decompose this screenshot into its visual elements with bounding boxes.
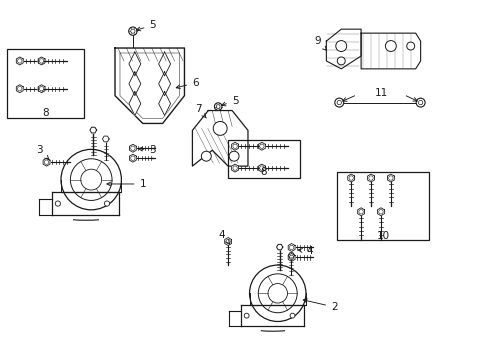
Polygon shape <box>276 244 283 250</box>
Circle shape <box>335 98 343 107</box>
Polygon shape <box>326 29 361 69</box>
Polygon shape <box>102 136 109 142</box>
Circle shape <box>290 313 295 318</box>
Circle shape <box>369 176 373 180</box>
Polygon shape <box>38 57 45 65</box>
Polygon shape <box>358 208 365 216</box>
Text: 5: 5 <box>137 20 156 31</box>
Circle shape <box>418 100 423 105</box>
Circle shape <box>233 166 237 170</box>
Text: 7: 7 <box>195 104 206 118</box>
Bar <box>337 172 429 239</box>
Circle shape <box>337 100 342 105</box>
Polygon shape <box>193 111 248 166</box>
Circle shape <box>290 245 294 249</box>
Polygon shape <box>115 48 184 123</box>
Polygon shape <box>159 72 171 96</box>
Polygon shape <box>288 253 295 261</box>
Polygon shape <box>159 52 171 76</box>
Circle shape <box>216 105 220 108</box>
Circle shape <box>349 176 353 180</box>
Polygon shape <box>361 33 420 69</box>
Circle shape <box>18 59 22 63</box>
Circle shape <box>39 59 44 63</box>
Polygon shape <box>288 253 294 258</box>
Circle shape <box>131 29 135 33</box>
Circle shape <box>386 41 396 51</box>
Polygon shape <box>129 154 136 162</box>
Polygon shape <box>16 57 23 65</box>
Circle shape <box>336 41 347 51</box>
Circle shape <box>131 146 135 150</box>
Circle shape <box>416 98 425 107</box>
Circle shape <box>18 86 22 91</box>
Circle shape <box>215 103 222 111</box>
Polygon shape <box>288 243 295 251</box>
Circle shape <box>131 156 135 160</box>
Circle shape <box>233 144 237 148</box>
Text: 2: 2 <box>303 299 338 312</box>
Text: 4: 4 <box>219 230 230 244</box>
Circle shape <box>129 27 137 35</box>
Circle shape <box>226 239 230 244</box>
Circle shape <box>389 176 393 180</box>
Polygon shape <box>232 142 239 150</box>
Text: 8: 8 <box>42 108 49 117</box>
Circle shape <box>379 210 383 214</box>
Text: 5: 5 <box>222 96 239 106</box>
Circle shape <box>260 166 264 170</box>
Polygon shape <box>159 92 171 116</box>
Circle shape <box>337 57 345 65</box>
Circle shape <box>45 160 49 164</box>
Text: 8: 8 <box>261 167 267 177</box>
Circle shape <box>81 169 101 190</box>
Polygon shape <box>258 164 265 172</box>
Text: 11: 11 <box>374 88 388 98</box>
Polygon shape <box>348 174 355 182</box>
Circle shape <box>39 86 44 91</box>
Text: 6: 6 <box>176 78 199 89</box>
Text: 10: 10 <box>376 230 390 240</box>
Circle shape <box>260 144 264 148</box>
Polygon shape <box>129 72 141 96</box>
Polygon shape <box>16 85 23 93</box>
Circle shape <box>229 151 239 161</box>
Polygon shape <box>232 164 239 172</box>
Polygon shape <box>38 85 45 93</box>
Circle shape <box>268 284 288 303</box>
Text: 9: 9 <box>314 36 327 50</box>
Polygon shape <box>377 208 384 216</box>
Polygon shape <box>368 174 374 182</box>
Text: 3: 3 <box>139 145 156 155</box>
Circle shape <box>213 121 227 135</box>
Polygon shape <box>258 142 265 150</box>
Polygon shape <box>388 174 394 182</box>
Polygon shape <box>43 158 50 166</box>
Bar <box>228 140 299 178</box>
Polygon shape <box>129 144 136 152</box>
Circle shape <box>104 201 110 206</box>
Text: 4: 4 <box>298 247 313 256</box>
Polygon shape <box>225 238 232 246</box>
Polygon shape <box>129 92 141 116</box>
Circle shape <box>201 151 211 161</box>
Circle shape <box>244 313 249 318</box>
Circle shape <box>359 210 363 214</box>
Circle shape <box>407 42 415 50</box>
Text: 3: 3 <box>36 145 49 159</box>
Circle shape <box>290 255 294 260</box>
Polygon shape <box>90 127 97 133</box>
Circle shape <box>55 201 60 206</box>
Polygon shape <box>129 52 141 76</box>
Text: 1: 1 <box>107 179 146 189</box>
Bar <box>7 49 84 118</box>
